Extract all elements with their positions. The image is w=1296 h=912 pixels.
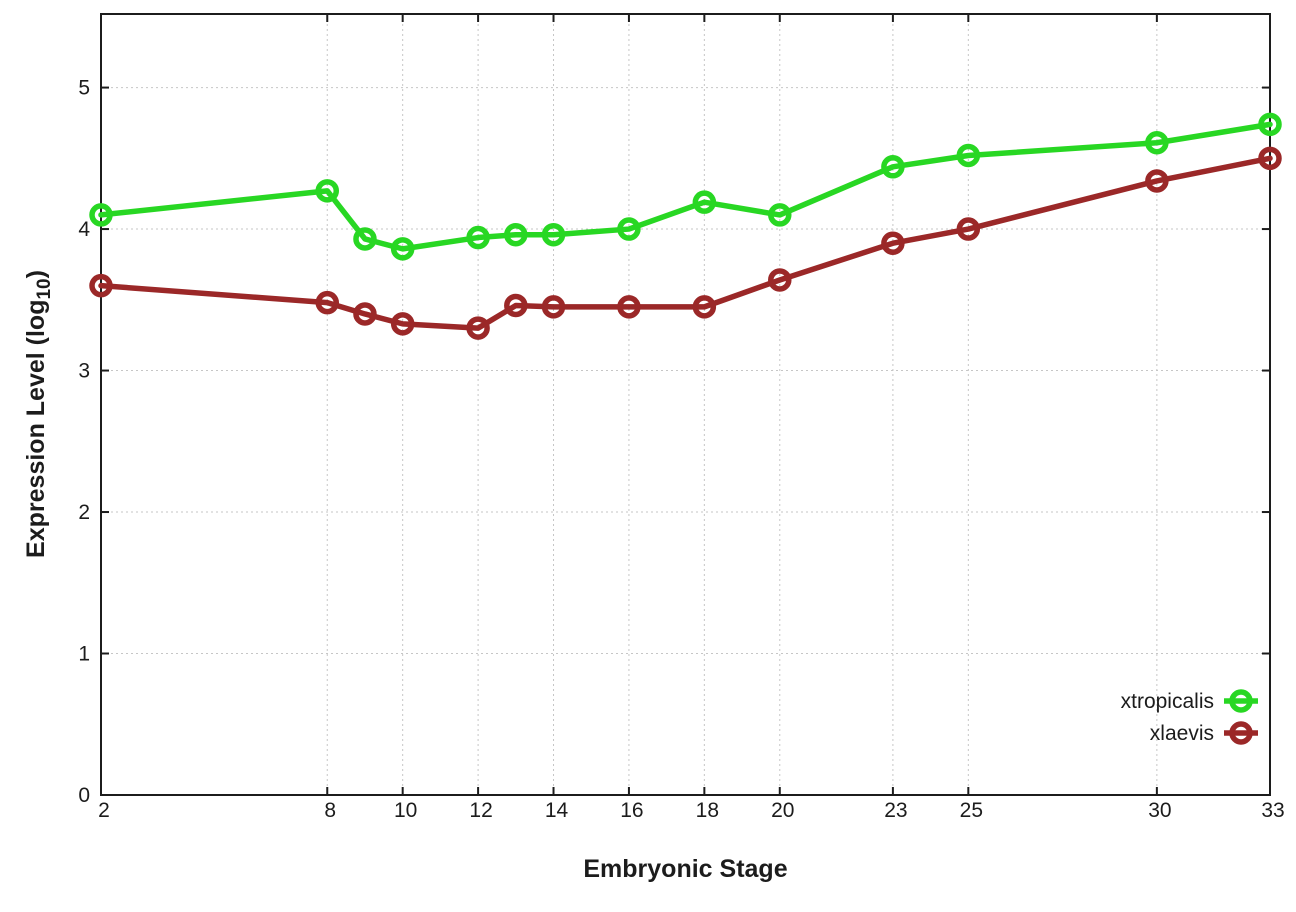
legend-label-xtropicalis: xtropicalis — [1121, 690, 1214, 713]
data-point-marker-xtropicalis — [1258, 112, 1282, 137]
x-tick-label: 33 — [1261, 799, 1284, 822]
data-point-marker-xtropicalis — [541, 222, 566, 247]
x-tick-label: 30 — [1148, 799, 1171, 822]
data-point-marker-xtropicalis — [881, 155, 905, 179]
data-point-marker-xlaevis — [466, 316, 490, 340]
data-point-marker-xlaevis — [315, 290, 340, 315]
data-point-marker-xlaevis — [768, 268, 792, 292]
data-point-marker-xlaevis — [390, 312, 415, 336]
x-tick-label: 16 — [620, 799, 643, 822]
y-tick-label: 0 — [78, 784, 90, 807]
data-point-marker-xtropicalis — [1145, 131, 1169, 155]
data-point-marker-xtropicalis — [504, 222, 528, 247]
data-point-marker-xlaevis — [89, 273, 113, 298]
x-tick-label: 23 — [884, 799, 907, 822]
data-point-marker-xtropicalis — [315, 179, 340, 203]
y-tick-label: 1 — [78, 643, 90, 666]
data-point-marker-xtropicalis — [768, 203, 792, 227]
series-xlaevis — [89, 146, 1282, 340]
x-tick-label: 2 — [98, 799, 110, 822]
legend-item-xlaevis: xlaevis — [1150, 721, 1258, 745]
legend-label-xlaevis: xlaevis — [1150, 722, 1214, 745]
data-point-marker-xlaevis — [504, 293, 528, 318]
x-tick-label: 18 — [696, 799, 719, 822]
data-point-marker-xlaevis — [692, 295, 717, 319]
x-tick-label: 12 — [469, 799, 492, 822]
data-point-marker-xtropicalis — [466, 225, 490, 250]
data-point-marker-xlaevis — [881, 231, 905, 255]
y-tick-label: 4 — [78, 218, 90, 241]
plot-border-box — [100, 13, 1271, 796]
data-point-marker-xlaevis — [1258, 146, 1282, 171]
x-axis-title: Embryonic Stage — [583, 855, 787, 883]
x-tick-label: 20 — [771, 799, 794, 822]
data-point-marker-xtropicalis — [353, 227, 377, 251]
legend-item-xtropicalis: xtropicalis — [1121, 689, 1258, 713]
y-tick-label: 5 — [78, 77, 90, 100]
series-line-xtropicalis — [98, 121, 1273, 252]
x-tick-label: 10 — [394, 799, 417, 822]
data-point-marker-xlaevis — [617, 295, 641, 319]
data-point-marker-xtropicalis — [89, 203, 113, 227]
data-point-marker-xtropicalis — [617, 217, 641, 241]
data-point-marker-xtropicalis — [390, 237, 415, 261]
series-line-xlaevis — [98, 155, 1273, 331]
x-tick-label: 14 — [545, 799, 569, 822]
legend: xtropicalis xlaevis — [1121, 689, 1258, 745]
legend-marker-xtropicalis — [1229, 689, 1253, 713]
tick-layer — [100, 14, 1271, 796]
data-point-marker-xtropicalis — [692, 190, 717, 214]
grid-layer — [100, 14, 1271, 796]
x-tick-label: 8 — [324, 799, 336, 822]
legend-marker-xlaevis — [1229, 721, 1253, 745]
plot-border — [100, 13, 1271, 796]
x-tick-label: 25 — [960, 799, 983, 822]
series-layer — [89, 112, 1282, 340]
y-tick-label: 2 — [78, 501, 90, 524]
series-xtropicalis — [89, 112, 1282, 261]
data-point-marker-xlaevis — [541, 295, 566, 319]
y-tick-label: 3 — [78, 360, 90, 383]
data-point-marker-xtropicalis — [956, 143, 981, 168]
data-point-marker-xlaevis — [1145, 169, 1169, 193]
data-point-marker-xlaevis — [956, 217, 981, 241]
y-axis-title: Expression Level (log10) — [22, 270, 55, 558]
data-point-marker-xlaevis — [353, 302, 377, 326]
